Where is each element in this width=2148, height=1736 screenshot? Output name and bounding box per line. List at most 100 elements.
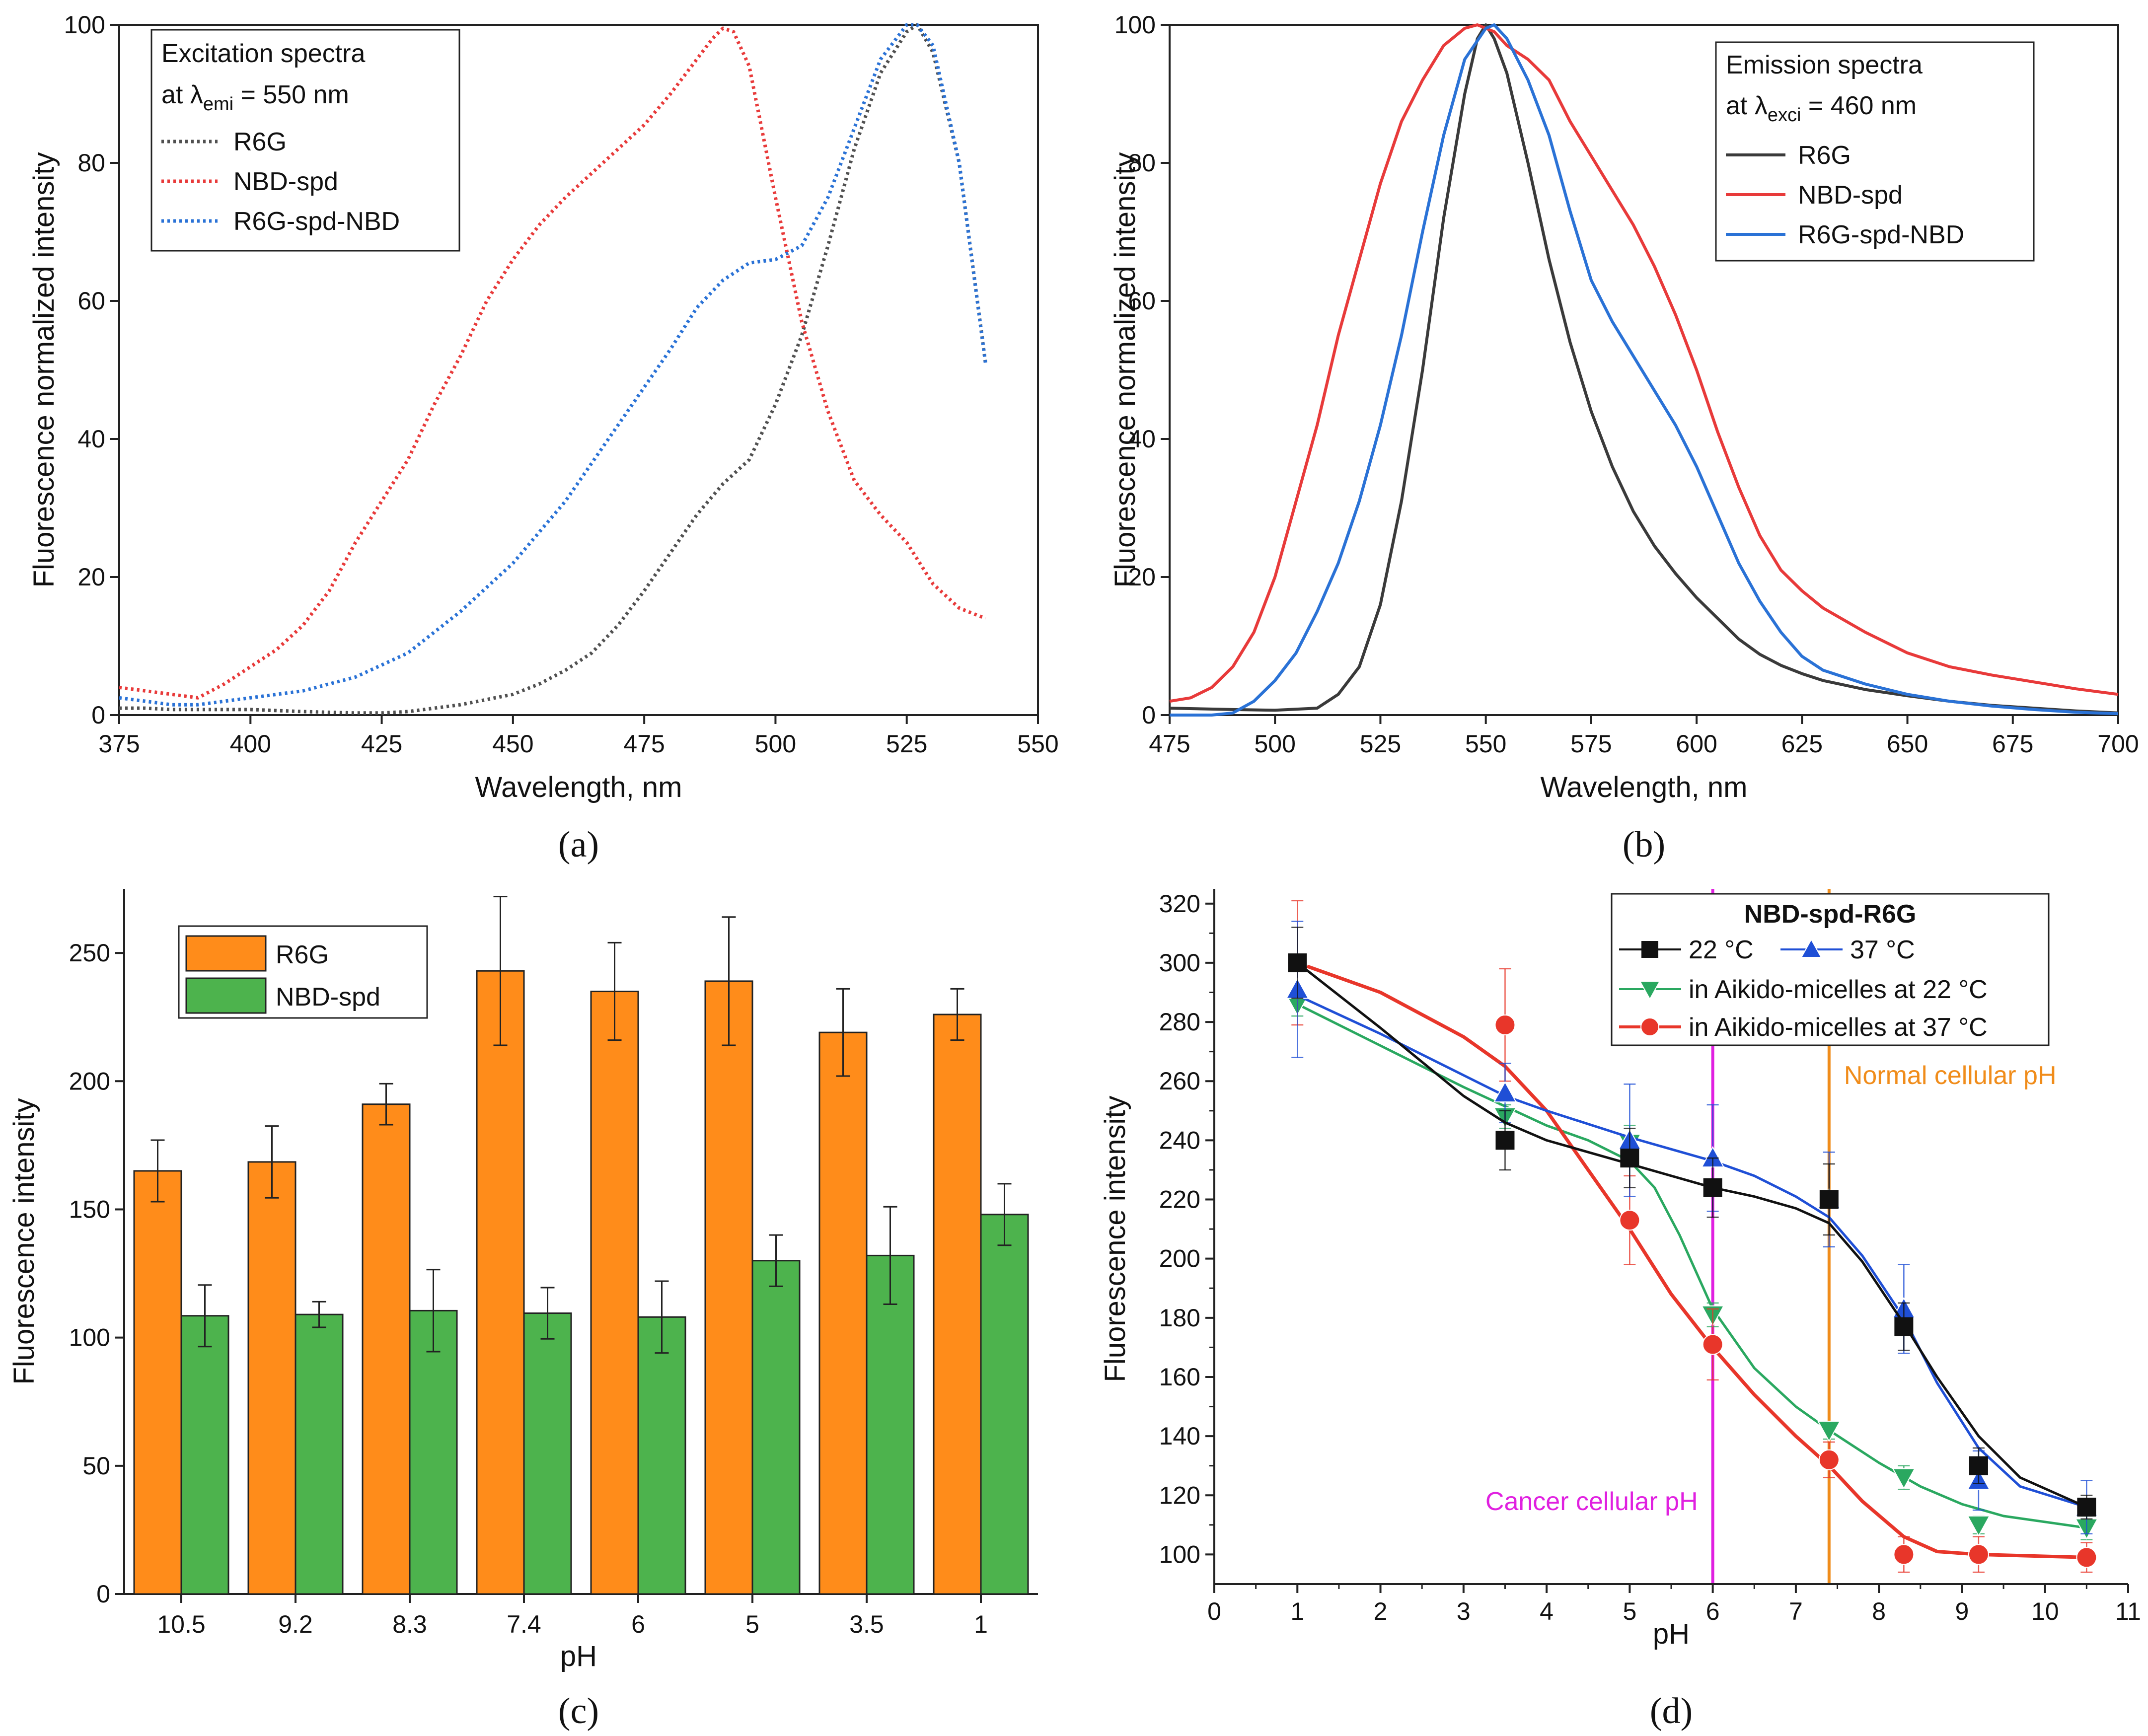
x-tick-label: 7 [1789, 1597, 1803, 1625]
bar-r6g [362, 1103, 411, 1595]
y-tick-label: 150 [69, 1195, 110, 1223]
panel-a-legend-title-line2: at λemi = 550 nm [161, 80, 349, 115]
data-point-22-c [1894, 1317, 1914, 1336]
legend-label: in Aikido-micelles at 22 °C [1689, 975, 1988, 1004]
legend-label: R6G [276, 940, 329, 969]
fit-curve-37-c [1297, 994, 2087, 1509]
x-tick-label: 0 [1207, 1597, 1221, 1625]
x-tick-label: 425 [361, 730, 402, 758]
x-tick-label: 11 [2115, 1597, 2141, 1625]
y-tick-label: 0 [91, 701, 105, 729]
x-tick-label: 675 [1992, 730, 2033, 758]
data-point-in-aikido-micelles-at-37-c [2076, 1547, 2097, 1568]
panel-c-y-axis-title: Fluorescence intensity [8, 1098, 40, 1384]
x-tick-label: 475 [623, 730, 665, 758]
legend-label: NBD-spd [1798, 181, 1903, 210]
panel-a-ticks: 375 400 425 450 475 500 525 550 0 20 40 60 80 100 [64, 11, 1059, 758]
y-tick-label: 20 [77, 563, 105, 591]
x-tick-label: 10 [2031, 1597, 2059, 1625]
y-tick-label: 40 [77, 425, 105, 453]
x-tick-label: 2 [1374, 1597, 1388, 1625]
data-point-in-aikido-micelles-at-37-c [1619, 1210, 1640, 1231]
legend-label: R6G-spd-NBD [233, 207, 400, 236]
reference-line-label: Cancer cellular pH [1485, 1487, 1698, 1516]
y-tick-label: 50 [82, 1452, 110, 1480]
data-point-in-aikido-micelles-at-37-c [1968, 1544, 1989, 1565]
series-line-nbd-spd [1169, 23, 2119, 703]
panel-d-y-axis-title: Fluorescence intensity [1099, 1095, 1131, 1382]
x-tick-label: 550 [1017, 730, 1058, 758]
data-point-22-c [1288, 953, 1307, 972]
panel-c-bar-chart: 0 50 100 150 200 250 10.5 9.2 8.3 7.4 6 5 3.5 1 pH Fl… [8, 889, 1038, 1672]
y-tick-label: 250 [69, 939, 110, 967]
legend-label-37c: 37 °C [1850, 936, 1915, 964]
x-tick-label: 8.3 [392, 1610, 427, 1638]
legend-label: in Aikido-micelles at 37 °C [1689, 1013, 1988, 1042]
legend-marker [1639, 981, 1661, 1001]
data-point-in-aikido-micelles-at-22-c [1967, 1515, 1991, 1537]
legend-marker [1640, 1017, 1659, 1036]
panel-a-y-axis-title: Fluorescence normalized intensity [28, 152, 60, 588]
y-tick-label: 220 [1159, 1186, 1200, 1214]
data-point-22-c [1703, 1178, 1722, 1197]
panel-a-plot-frame [118, 24, 1039, 716]
legend-marker-22c [1641, 941, 1658, 958]
series-line-r6g-spd-nbd [1170, 23, 2119, 717]
x-tick-label: 475 [1149, 730, 1190, 758]
panel-a-series [119, 23, 987, 715]
legend-swatch-nbd-spd [185, 977, 267, 1014]
data-point-in-aikido-micelles-at-22-c [1892, 1468, 1916, 1490]
panel-c-x-axis-title: pH [560, 1640, 597, 1672]
series-line-r6g [119, 23, 987, 715]
legend-label-22c: 22 °C [1689, 936, 1754, 964]
bar-nbd-spd [637, 1316, 686, 1595]
y-tick-label: 80 [1128, 149, 1156, 177]
y-tick-label: 100 [64, 11, 105, 39]
data-point-22-c [2077, 1498, 2096, 1517]
bar-nbd-spd [751, 1260, 801, 1595]
panel-d-legend: NBD-spd-R6G 22 °C 37 °C in Aikido-micelles… [1611, 893, 2050, 1046]
panel-a-x-axis-title: Wavelength, nm [475, 771, 682, 803]
data-point-in-aikido-micelles-at-37-c [1818, 1449, 1840, 1470]
data-point-in-aikido-micelles-at-37-c [1494, 1014, 1516, 1036]
y-tick-label: 0 [96, 1580, 110, 1608]
data-point-22-c [1969, 1456, 1988, 1475]
y-tick-label: 320 [1159, 890, 1200, 918]
x-tick-label: 525 [886, 730, 927, 758]
legend-label: R6G-spd-NBD [1798, 220, 1964, 249]
x-tick-label: 10.5 [157, 1610, 205, 1638]
y-tick-label: 160 [1159, 1363, 1200, 1391]
panel-c-legend: R6G NBD-spd [178, 925, 428, 1019]
data-point-in-aikido-micelles-at-37-c [1702, 1334, 1723, 1355]
x-tick-label: 8 [1872, 1597, 1886, 1625]
panel-b-legend-box [1715, 41, 2035, 262]
x-tick-label: 525 [1360, 730, 1401, 758]
y-tick-label: 100 [1114, 11, 1156, 39]
legend-marker-37c [1800, 938, 1822, 958]
panel-label-d: (d) [1650, 1691, 1693, 1732]
panel-c-bars [133, 895, 1029, 1595]
panel-b-ticks: 475 500 525 550 575 600 625 650 675 700 0 20 40 60 80 1… [1114, 11, 2139, 758]
bar-nbd-spd [295, 1313, 344, 1595]
panel-a-legend-box [150, 29, 460, 252]
y-tick-label: 60 [1128, 287, 1156, 315]
panel-b-legend: Emission spectra at λexci = 460 nm R6G NB… [1715, 41, 2035, 262]
x-tick-label: 625 [1781, 730, 1823, 758]
x-tick-label: 3 [1457, 1597, 1471, 1625]
bar-nbd-spd [523, 1312, 572, 1595]
x-tick-label: 450 [492, 730, 533, 758]
y-tick-label: 180 [1159, 1304, 1200, 1332]
panel-a-legend: Excitation spectra at λemi = 550 nm R6G N… [150, 29, 460, 252]
panel-label-c: (c) [558, 1691, 599, 1732]
x-tick-label: 400 [230, 730, 271, 758]
y-tick-label: 40 [1128, 425, 1156, 453]
legend-label: R6G [233, 128, 287, 156]
x-tick-label: 375 [98, 730, 140, 758]
panel-d-series [1285, 900, 2099, 1573]
fit-curve-22-c [1296, 961, 2087, 1509]
x-tick-label: 1 [974, 1610, 988, 1638]
panel-a-excitation-spectra: 375 400 425 450 475 500 525 550 0 20 40 60 80 100 Wav… [28, 11, 1059, 803]
bar-r6g [133, 1170, 182, 1595]
y-tick-label: 20 [1128, 563, 1156, 591]
